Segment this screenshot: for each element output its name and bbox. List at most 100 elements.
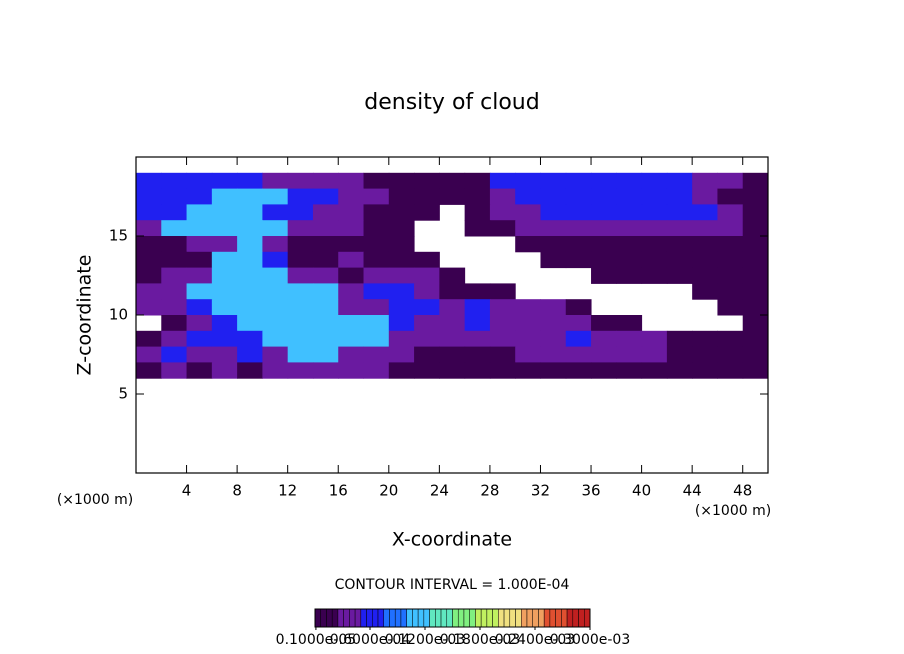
cell: [641, 220, 668, 237]
cell: [262, 267, 289, 284]
cell: [338, 251, 365, 269]
cell: [388, 267, 415, 284]
cell: [338, 283, 365, 300]
cell: [161, 315, 188, 332]
cell: [363, 251, 390, 269]
y-unit: (×1000 m): [57, 492, 133, 508]
cell: [591, 362, 617, 379]
cell: [464, 346, 491, 363]
colorbar-step: [331, 608, 339, 628]
cell: [312, 362, 339, 379]
colorbar-step: [486, 608, 493, 628]
cell: [363, 188, 390, 205]
cell: [717, 204, 744, 221]
x-tick-label: 24: [430, 482, 449, 500]
colorbar-step: [417, 608, 425, 628]
cell: [161, 236, 188, 253]
cell: [237, 251, 263, 269]
cell: [439, 283, 466, 300]
cell: [388, 283, 415, 300]
cell: [312, 315, 339, 332]
cell: [641, 362, 668, 379]
cell: [237, 299, 263, 316]
colorbar-label: 0.1200e-03: [385, 632, 465, 648]
cell: [338, 362, 365, 379]
cell: [591, 346, 617, 363]
cell: [312, 220, 339, 237]
cell: [692, 346, 718, 363]
cell: [616, 172, 643, 190]
cell: [161, 283, 188, 300]
cell: [161, 346, 188, 363]
cell: [136, 251, 162, 269]
colorbar-step: [435, 608, 442, 628]
cell: [565, 172, 592, 190]
cell: [565, 330, 592, 348]
x-tick-label: 48: [733, 482, 752, 500]
cell: [414, 330, 440, 348]
cell: [363, 267, 390, 284]
cell: [136, 283, 162, 300]
cell: [666, 204, 693, 221]
cell: [439, 172, 466, 190]
cell: [742, 315, 769, 332]
cell: [692, 330, 718, 348]
cell: [464, 330, 491, 348]
cell: [287, 267, 314, 284]
cell: [211, 362, 238, 379]
cell: [262, 220, 289, 237]
cell: [540, 236, 567, 253]
cell: [211, 299, 238, 316]
cell: [363, 315, 390, 332]
cell: [414, 283, 440, 300]
cell: [489, 220, 516, 237]
cell: [363, 220, 390, 237]
cell: [237, 172, 263, 190]
cell: [287, 362, 314, 379]
y-tick-label: 15: [109, 227, 128, 245]
y-tick-label: 10: [109, 306, 128, 324]
cell: [414, 346, 440, 363]
cell: [565, 346, 592, 363]
cell: [211, 188, 238, 205]
cell: [136, 188, 162, 205]
cell: [186, 330, 213, 348]
cell: [439, 330, 466, 348]
colorbar-step: [463, 608, 470, 628]
cell: [287, 236, 314, 253]
cell: [312, 299, 339, 316]
cell: [262, 299, 289, 316]
cell: [136, 330, 162, 348]
cell: [237, 220, 263, 237]
x-axis-label: X-coordinate: [392, 529, 512, 551]
cell: [414, 172, 440, 190]
cell: [186, 283, 213, 300]
cell: [591, 330, 617, 348]
colorbar-label: 0.6000e-04: [330, 632, 411, 648]
cell: [540, 346, 567, 363]
x-unit: (×1000 m): [695, 503, 771, 519]
cell: [388, 299, 415, 316]
cell: [565, 299, 592, 316]
cell: [312, 267, 339, 284]
cell: [742, 299, 769, 316]
colorbar-step: [389, 608, 396, 628]
cell: [287, 172, 314, 190]
cell: [414, 299, 440, 316]
cell: [515, 362, 541, 379]
cell: [338, 172, 365, 190]
cell: [388, 251, 415, 269]
cell: [641, 188, 668, 205]
cell: [161, 188, 188, 205]
colorbar-step: [320, 608, 327, 628]
cell: [136, 236, 162, 253]
colorbar-step: [572, 608, 579, 628]
colorbar-step: [400, 608, 407, 628]
colorbar-step: [372, 608, 379, 628]
cell: [287, 188, 314, 205]
cell: [641, 172, 668, 190]
cell: [515, 346, 541, 363]
colorbar-label: 0.1800e-03: [440, 632, 520, 648]
cell: [464, 315, 491, 332]
cell: [464, 362, 491, 379]
